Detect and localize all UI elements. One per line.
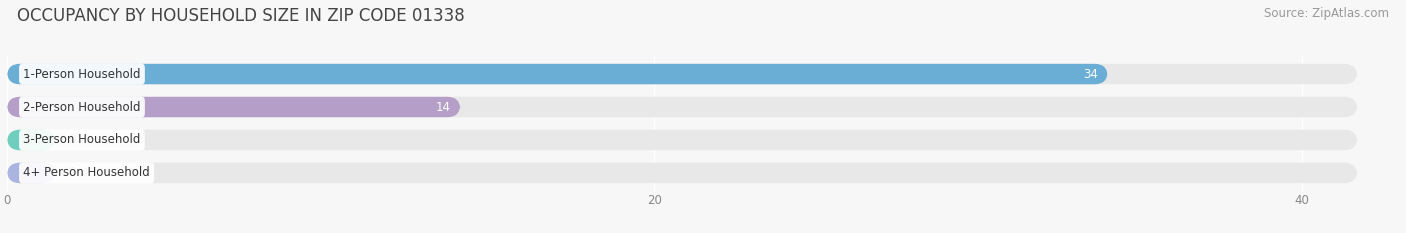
FancyBboxPatch shape <box>7 163 1357 183</box>
Text: 3-Person Household: 3-Person Household <box>24 134 141 147</box>
Text: Source: ZipAtlas.com: Source: ZipAtlas.com <box>1264 7 1389 20</box>
FancyBboxPatch shape <box>7 64 1108 84</box>
FancyBboxPatch shape <box>7 163 56 183</box>
Text: 14: 14 <box>436 100 450 113</box>
Text: 0: 0 <box>69 134 76 147</box>
FancyBboxPatch shape <box>7 64 1357 84</box>
FancyBboxPatch shape <box>7 97 1357 117</box>
Text: 0: 0 <box>69 166 76 179</box>
FancyBboxPatch shape <box>7 130 1357 150</box>
Text: 34: 34 <box>1083 68 1098 81</box>
Text: 2-Person Household: 2-Person Household <box>24 100 141 113</box>
Text: 1-Person Household: 1-Person Household <box>24 68 141 81</box>
FancyBboxPatch shape <box>7 130 56 150</box>
Text: OCCUPANCY BY HOUSEHOLD SIZE IN ZIP CODE 01338: OCCUPANCY BY HOUSEHOLD SIZE IN ZIP CODE … <box>17 7 464 25</box>
Text: 4+ Person Household: 4+ Person Household <box>24 166 150 179</box>
FancyBboxPatch shape <box>7 97 460 117</box>
